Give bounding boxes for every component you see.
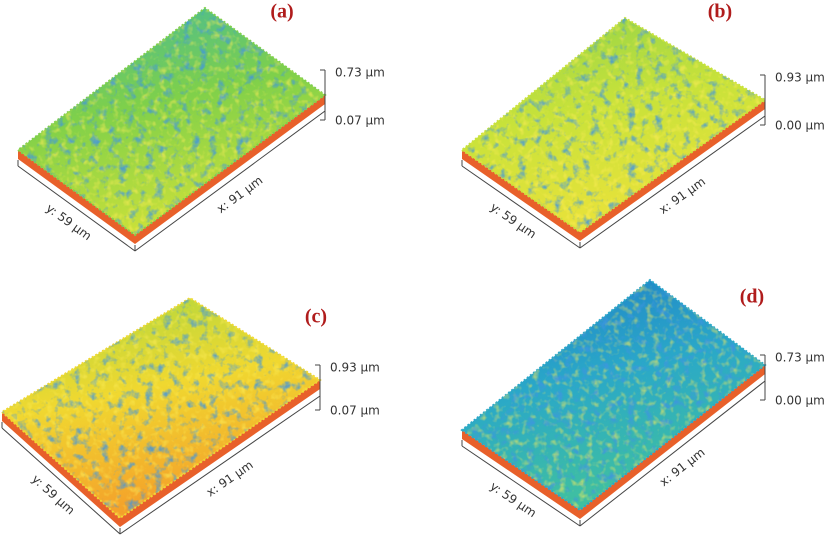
surface-texture <box>462 18 765 232</box>
x-axis <box>579 380 766 527</box>
surface-side <box>462 100 765 241</box>
z-max-label: 0.93 µm <box>775 71 825 85</box>
z-min-label: 0.07 µm <box>330 404 380 418</box>
surface-texture <box>18 8 325 235</box>
surface-side <box>462 365 765 519</box>
z-min-label: 0.07 µm <box>335 114 385 128</box>
surface-side <box>2 380 320 527</box>
x-axis-label: x: 91 µm <box>204 458 256 500</box>
panel-label: (a) <box>270 1 293 23</box>
x-axis <box>134 110 326 252</box>
x-axis <box>119 395 321 535</box>
panel-label: (d) <box>740 286 764 308</box>
x-axis <box>579 115 766 249</box>
surface-texture <box>2 298 320 518</box>
z-max-label: 0.73 µm <box>775 351 825 365</box>
z-max-label: 0.73 µm <box>335 66 385 80</box>
surface-panel: y: 59 µm x: 91 µm0.93 µm0.07 µm(c) <box>0 296 380 535</box>
surface-texture <box>462 280 765 510</box>
z-min-label: 0.00 µm <box>775 394 825 408</box>
y-axis <box>461 445 581 527</box>
y-axis <box>461 165 581 249</box>
surface-panel: y: 59 µmx: 91 µm0.73 µm0.07 µm(a) <box>16 1 385 252</box>
panel-label: (b) <box>708 1 732 23</box>
y-axis <box>1 427 121 535</box>
surface-panel: y: 59 µmx: 91 µm0.93 µm0.00 µm(b) <box>460 1 825 249</box>
y-axis <box>17 165 136 252</box>
z-min-label: 0.00 µm <box>775 119 825 133</box>
surface-panel: y: 59 µmx: 91 µm0.73 µm0.00 µm(d) <box>460 278 825 527</box>
panel-label: (c) <box>305 306 327 328</box>
surface-side <box>18 95 325 244</box>
z-max-label: 0.93 µm <box>330 361 380 375</box>
